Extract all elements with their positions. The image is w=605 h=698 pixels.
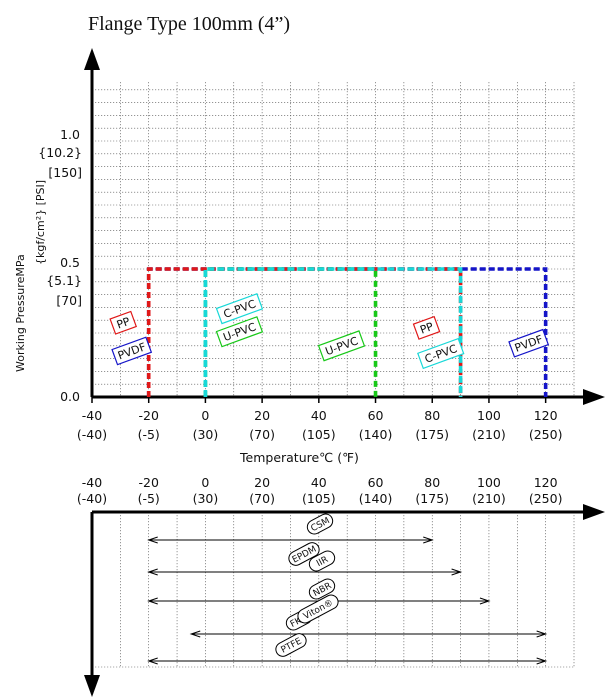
y-tick-label: 0.0 [60, 389, 80, 404]
material-tag-csm: CSM [306, 513, 334, 535]
y-tick-label-psi: [150] [48, 165, 82, 180]
material-tag-text: IIR [315, 555, 330, 569]
x-tick-label: 120 [534, 408, 558, 423]
lower-x-tick-label: 20 [254, 475, 270, 490]
materials-ranges: CSMEPDMIIRNBRFKMViton®PTFE [147, 513, 548, 665]
material-tag-box [288, 542, 320, 566]
lower-x-tick-label: 40 [311, 475, 327, 490]
series-line-c-pvc [203, 267, 463, 397]
series-label-c-pvc: C-PVC [417, 337, 465, 370]
x-tick-label-f: (250) [529, 427, 563, 442]
range-arrow-right [536, 657, 548, 665]
lower-x-tick-label: 60 [368, 475, 384, 490]
x-tick-label-f: (140) [359, 427, 393, 442]
x-tick-label: -20 [138, 408, 158, 423]
pressure-series [146, 267, 548, 397]
y-tick-label-kgf: {10.2} [38, 145, 82, 160]
range-arrow-left [147, 568, 158, 576]
materials-axes [84, 504, 605, 697]
materials-tick-labels: -40(-40) -20(-5) 0(30) 20(70) 40(105) 60(140)… [77, 475, 563, 506]
y-tick-label: 1.0 [60, 127, 80, 142]
x-tick-label-f: (105) [302, 427, 336, 442]
y-tick-label: 0.5 [60, 255, 80, 270]
series-label-box [412, 315, 441, 340]
lower-x-tick-label: 120 [534, 475, 558, 490]
pressure-axes [84, 48, 605, 405]
x-tick-label: 40 [311, 408, 327, 423]
material-tag-box [306, 513, 334, 535]
series-label-pvdf: PVDF [508, 328, 550, 358]
series-label-box [215, 293, 264, 325]
x-tick-label-f: (210) [472, 427, 506, 442]
lower-x-tick-label: 80 [424, 475, 440, 490]
x-tick-label: -40 [82, 408, 102, 423]
range-arrow-right [423, 536, 434, 544]
series-label-box [109, 310, 138, 335]
lower-x-tick-label-f: (140) [359, 491, 393, 506]
material-tag-box [308, 550, 336, 572]
x-tick-label: 60 [368, 408, 384, 423]
y-tick-label-kgf: {5.1} [46, 273, 82, 288]
range-arrow-right [536, 630, 548, 638]
lower-x-tick-label-f: (-5) [138, 491, 160, 506]
x-tick-label: 80 [424, 408, 440, 423]
lower-x-tick-label-f: (30) [193, 491, 219, 506]
x-tick-label: 20 [254, 408, 270, 423]
x-tick-label-f: (-40) [77, 427, 107, 442]
series-label-box [417, 337, 465, 370]
y-axis-label: Working PressureMPa [14, 254, 27, 372]
pressure-tick-labels: -40 (-40) -20 (-5) 0 (30) 20 (70) 40 (105) 60 (140)… [38, 127, 562, 442]
range-arrow-right [479, 597, 491, 605]
x-axis-label: Temperature℃ (℉) [239, 450, 359, 465]
lower-x-tick-label: -20 [138, 475, 158, 490]
lower-y-axis-arrow [84, 675, 100, 697]
series-label-text: PP [115, 315, 132, 332]
lower-x-tick-label-f: (250) [529, 491, 563, 506]
lower-x-tick-label-f: (175) [415, 491, 449, 506]
x-tick-label: 100 [477, 408, 501, 423]
y-axis-arrow [84, 48, 100, 70]
series-label-box [111, 336, 153, 366]
y-axis-units: {kgf/cm²} [PSI] [34, 180, 47, 265]
series-label-text: PP [418, 320, 435, 337]
range-arrow-left [189, 630, 201, 638]
x-tick-label-f: (70) [249, 427, 275, 442]
x-tick-label-f: (-5) [138, 427, 160, 442]
lower-x-tick-label-f: (-40) [77, 491, 107, 506]
series-line-pp [146, 267, 463, 397]
series-label-box [508, 328, 550, 358]
lower-x-tick-label: 100 [477, 475, 501, 490]
material-tag-box [275, 633, 307, 657]
chart-title: Flange Type 100mm (4”) [88, 13, 290, 35]
series-label-pp: PP [109, 310, 138, 335]
lower-x-axis-arrow [583, 504, 605, 520]
x-tick-label-f: (175) [415, 427, 449, 442]
series-label-pvdf: PVDF [111, 336, 153, 366]
material-tag-ptfe: PTFE [275, 633, 307, 657]
x-tick-label-f: (30) [193, 427, 219, 442]
lower-x-tick-label: -40 [82, 475, 102, 490]
range-arrow-left [147, 597, 158, 605]
material-tag-box [297, 594, 339, 624]
y-tick-label-psi: [70] [56, 293, 82, 308]
x-tick-label: 0 [201, 408, 209, 423]
range-arrow-left [147, 657, 158, 665]
series-label-box [215, 316, 264, 348]
series-label-u-pvc: U-PVC [317, 330, 366, 362]
range-arrow-left [147, 536, 158, 544]
lower-x-tick-label-f: (210) [472, 491, 506, 506]
lower-x-tick-label-f: (105) [302, 491, 336, 506]
lower-x-tick-label: 0 [201, 475, 209, 490]
series-label-box [317, 330, 366, 362]
lower-x-tick-label-f: (70) [249, 491, 275, 506]
range-arrow-right [451, 568, 463, 576]
x-axis-arrow [583, 389, 605, 405]
material-tag-box [308, 578, 336, 600]
material-tag-iir: IIR [308, 550, 336, 572]
series-label-pp: PP [412, 315, 441, 340]
